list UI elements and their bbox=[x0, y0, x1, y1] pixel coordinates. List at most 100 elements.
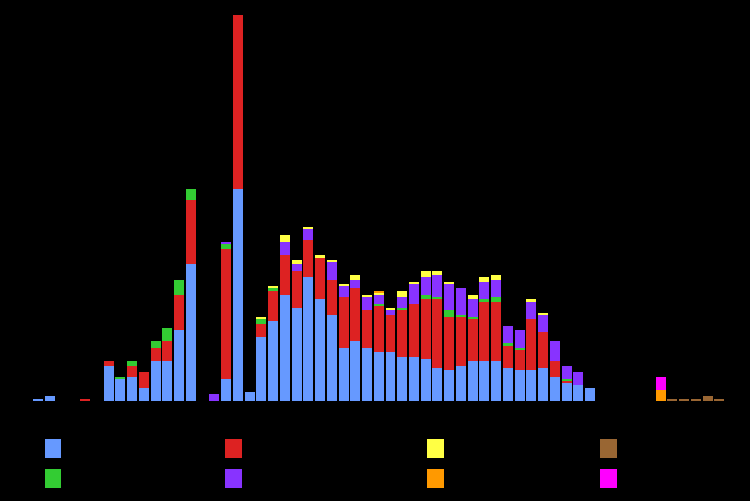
Bar bbox=[163, 361, 172, 401]
Bar bbox=[116, 379, 125, 401]
Bar bbox=[315, 300, 325, 401]
Bar bbox=[292, 264, 302, 271]
Bar bbox=[398, 357, 407, 401]
Bar bbox=[268, 291, 278, 322]
Bar bbox=[303, 229, 313, 240]
Bar bbox=[268, 289, 278, 291]
Bar bbox=[433, 300, 442, 368]
Bar bbox=[292, 308, 302, 401]
Bar bbox=[374, 352, 384, 401]
Bar bbox=[280, 256, 290, 295]
Bar bbox=[350, 341, 360, 401]
Bar bbox=[444, 370, 454, 401]
Bar bbox=[398, 291, 407, 297]
Bar bbox=[691, 399, 700, 401]
Bar bbox=[421, 359, 430, 401]
Bar bbox=[714, 399, 724, 401]
Bar bbox=[232, 189, 243, 401]
Bar bbox=[550, 377, 560, 401]
Bar bbox=[338, 348, 349, 401]
Bar bbox=[221, 242, 231, 244]
Bar bbox=[386, 315, 395, 352]
Bar bbox=[479, 300, 490, 302]
Bar bbox=[562, 381, 572, 383]
Bar bbox=[538, 313, 548, 315]
Bar bbox=[139, 388, 149, 401]
Bar bbox=[33, 399, 44, 401]
Bar bbox=[386, 352, 395, 401]
Bar bbox=[468, 295, 478, 300]
Bar bbox=[409, 282, 419, 284]
Bar bbox=[268, 286, 278, 289]
Bar bbox=[292, 271, 302, 308]
Bar bbox=[362, 295, 372, 297]
Bar bbox=[151, 341, 160, 348]
Bar bbox=[503, 326, 513, 344]
Bar bbox=[433, 297, 442, 300]
Bar bbox=[232, 11, 243, 15]
Bar bbox=[398, 297, 407, 308]
Bar bbox=[232, 15, 243, 189]
Bar bbox=[327, 260, 337, 262]
Bar bbox=[503, 346, 513, 368]
Bar bbox=[433, 271, 442, 275]
Bar bbox=[338, 284, 349, 286]
Bar bbox=[421, 271, 430, 278]
Bar bbox=[280, 295, 290, 401]
Bar bbox=[479, 302, 490, 361]
Bar bbox=[444, 317, 454, 370]
Bar bbox=[163, 341, 172, 361]
Bar bbox=[374, 304, 384, 306]
Bar bbox=[514, 350, 525, 370]
Bar bbox=[128, 377, 137, 401]
Bar bbox=[444, 284, 454, 311]
Bar bbox=[656, 390, 665, 401]
Bar bbox=[468, 300, 478, 317]
Bar bbox=[456, 317, 466, 366]
Bar bbox=[315, 256, 325, 258]
Bar bbox=[491, 361, 501, 401]
Bar bbox=[128, 366, 137, 377]
Bar bbox=[268, 322, 278, 401]
Bar bbox=[186, 264, 196, 401]
Bar bbox=[491, 302, 501, 361]
Bar bbox=[139, 372, 149, 388]
Bar bbox=[491, 297, 501, 302]
Bar bbox=[186, 200, 196, 264]
Bar bbox=[562, 383, 572, 401]
Bar bbox=[221, 244, 231, 248]
Bar bbox=[574, 385, 584, 401]
Bar bbox=[421, 300, 430, 359]
Bar bbox=[232, 9, 243, 11]
Bar bbox=[362, 311, 372, 348]
Bar bbox=[374, 306, 384, 352]
Bar bbox=[433, 368, 442, 401]
Bar bbox=[374, 293, 384, 295]
Bar bbox=[350, 289, 360, 341]
Bar bbox=[209, 394, 219, 401]
Bar bbox=[256, 337, 266, 401]
Bar bbox=[221, 248, 231, 379]
Bar bbox=[327, 262, 337, 280]
Bar bbox=[479, 282, 490, 300]
Bar bbox=[444, 282, 454, 284]
Bar bbox=[386, 308, 395, 311]
Bar bbox=[456, 366, 466, 401]
Bar bbox=[444, 311, 454, 317]
Bar bbox=[514, 348, 525, 350]
Bar bbox=[585, 388, 595, 401]
Bar bbox=[327, 280, 337, 315]
Bar bbox=[338, 297, 349, 348]
Bar bbox=[350, 280, 360, 289]
Bar bbox=[409, 304, 419, 357]
Bar bbox=[526, 370, 536, 401]
Bar bbox=[433, 275, 442, 297]
Bar bbox=[104, 366, 114, 401]
Bar bbox=[350, 275, 360, 280]
Bar bbox=[491, 280, 501, 297]
Bar bbox=[538, 368, 548, 401]
Bar bbox=[409, 284, 419, 304]
Bar bbox=[292, 260, 302, 264]
Bar bbox=[327, 315, 337, 401]
Bar bbox=[703, 396, 712, 401]
